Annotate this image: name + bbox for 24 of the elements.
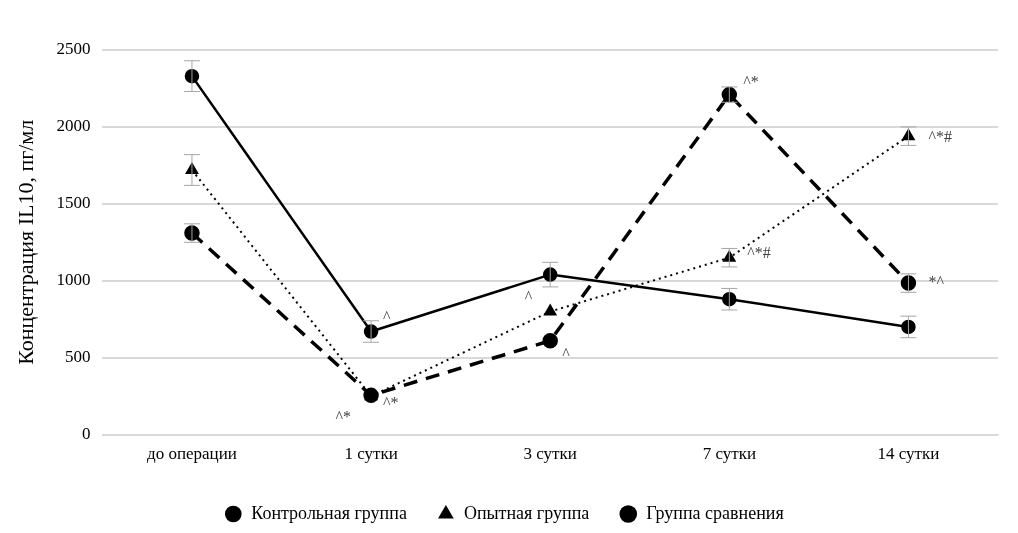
- annotation: ^*#: [747, 243, 771, 261]
- x-tick-label: 14 сутки: [877, 444, 940, 464]
- x-tick-label: 1 сутки: [344, 444, 398, 464]
- legend-label: Группа сравнения: [646, 502, 784, 523]
- x-tick-label: 7 сутки: [702, 444, 756, 464]
- x-tick-label: 3 сутки: [523, 444, 577, 464]
- annotation: ^*: [743, 72, 759, 90]
- annotation: ^*#: [928, 128, 952, 146]
- y-tick-label: 2500: [56, 39, 91, 59]
- y-tick-label: 500: [64, 347, 91, 367]
- annotation: ^: [562, 344, 571, 362]
- annotation: ^*: [335, 408, 352, 426]
- y-tick-label: 1000: [56, 270, 91, 290]
- legend-label: Контрольная группа: [251, 502, 407, 523]
- y-axis-title: Концентрация IL10, пг/мл: [12, 119, 38, 365]
- legend-label: Опытная группа: [463, 502, 590, 523]
- annotation: ^: [383, 307, 392, 325]
- y-tick-label: 0: [81, 424, 91, 444]
- y-tick-label: 2000: [56, 116, 91, 136]
- y-tick-label: 1500: [56, 193, 91, 213]
- annotation: ^: [524, 287, 533, 305]
- annotation: *^: [928, 273, 945, 291]
- x-tick-label: до операции: [147, 444, 237, 464]
- annotation: ^*: [383, 393, 399, 411]
